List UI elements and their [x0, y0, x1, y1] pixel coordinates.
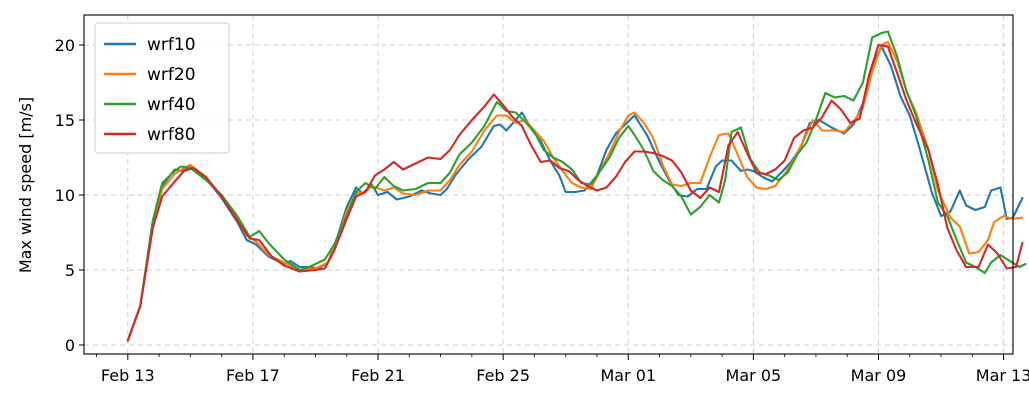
x-tick-label: Mar 09 — [851, 366, 907, 385]
series-line-wrf40 — [126, 30, 1027, 342]
x-tick-label: Feb 13 — [101, 366, 155, 385]
legend-label-wrf10: wrf10 — [147, 35, 196, 55]
series-line-wrf20 — [126, 40, 1024, 342]
legend-label-wrf80: wrf80 — [147, 125, 196, 145]
legend-label-wrf20: wrf20 — [147, 65, 196, 85]
legend: wrf10 wrf20 wrf40 wrf80 — [94, 22, 230, 154]
x-tick-label: Mar 01 — [600, 366, 656, 385]
y-tick-label: 5 — [65, 261, 75, 280]
series-lines — [126, 30, 1027, 342]
x-tick-label: Feb 25 — [476, 366, 530, 385]
plot-frame — [83, 14, 1014, 355]
legend-label-wrf40: wrf40 — [147, 95, 196, 115]
y-tick-label: 15 — [55, 111, 75, 130]
y-tick-label: 0 — [65, 336, 75, 355]
legend-box — [94, 22, 230, 154]
x-tick-label: Mar 13 — [976, 366, 1029, 385]
axis-ticks: 0 5 10 15 20 Feb 13 Feb 17 Feb 21 Feb 25 Mar 01 Ma… — [55, 36, 1029, 385]
x-tick-label: Feb 17 — [226, 366, 280, 385]
y-axis-label: Max wind speed [m/s] — [16, 97, 35, 273]
y-tick-label: 10 — [55, 186, 75, 205]
x-tick-label: Feb 21 — [351, 366, 405, 385]
y-tick-label: 20 — [55, 36, 75, 55]
x-tick-label: Mar 05 — [726, 366, 782, 385]
series-line-wrf80 — [126, 43, 1024, 342]
